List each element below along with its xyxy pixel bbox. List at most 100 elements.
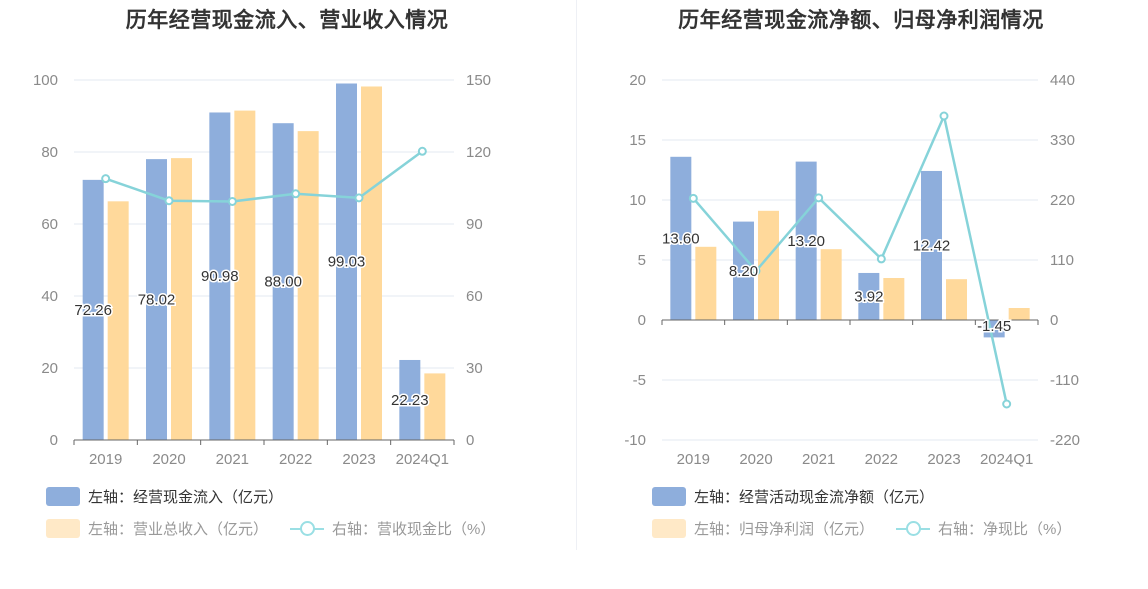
legend-label: 右轴：营收现金比（%）	[332, 521, 496, 538]
bar-data-label: 8.20	[729, 263, 758, 280]
x-tick-label: 2020	[739, 451, 772, 468]
y-left-tick-label: 100	[33, 72, 58, 89]
bar-data-label: 12.42	[913, 237, 951, 254]
bar-secondary	[946, 279, 967, 320]
y-left-tick-label: 0	[50, 432, 58, 449]
legend-row-1: 左轴：经营现金流入（亿元）	[46, 486, 283, 507]
y-right-tick-label: 120	[466, 144, 491, 161]
ratio-point	[814, 193, 824, 203]
x-tick-label: 2023	[342, 451, 375, 468]
legend-label: 左轴：营业总收入（亿元）	[88, 521, 269, 538]
x-tick-label: 2024Q1	[980, 451, 1033, 468]
bar-secondary	[695, 246, 717, 320]
y-right-tick-label: 150	[466, 72, 491, 89]
bar-secondary	[424, 373, 446, 440]
y-right-tick-label: -220	[1050, 432, 1080, 449]
bar-cash-inflow	[670, 156, 692, 320]
legend-label: 左轴：归母净利润（亿元）	[694, 521, 875, 538]
bar-data-label: 13.60	[662, 230, 700, 247]
y-right-tick-label: 110	[1050, 252, 1074, 269]
ratio-point	[417, 146, 427, 156]
ratio-point	[939, 111, 949, 121]
y-left-tick-label: 20	[41, 360, 58, 377]
left-chart-plot: 0 20 40 60 80 100 0 30 60 90 120 150 2019 2020 2021 202…	[33, 72, 491, 468]
bar-cash-inflow	[146, 159, 167, 441]
legend-swatch	[652, 487, 686, 506]
y-left-tick-label: 80	[41, 144, 58, 161]
legend-item[interactable]: 左轴：归母净利润（亿元）	[652, 518, 874, 539]
x-tick-label: 2019	[677, 451, 710, 468]
bar-data-label: -1.45	[977, 318, 1011, 335]
y-right-tick-label: 60	[466, 288, 483, 305]
legend-swatch	[46, 487, 80, 506]
y-left-tick-label: -5	[633, 372, 646, 389]
legend-row-2: 左轴：归母净利润（亿元） 右轴：净现比（%）	[652, 518, 1071, 539]
legend-swatch	[652, 519, 686, 538]
legend-row-2: 左轴：营业总收入（亿元） 右轴：营收现金比（%）	[46, 518, 495, 539]
y-left-tick-label: 10	[629, 192, 646, 209]
legend-label: 左轴：经营活动现金流净额（亿元）	[694, 489, 935, 506]
y-right-tick-label: 30	[466, 360, 483, 377]
bar-cash-inflow	[733, 221, 754, 320]
ratio-point	[688, 193, 698, 203]
legend-line-marker	[290, 519, 325, 538]
bar-data-label: 88.00	[264, 274, 302, 291]
chart-title: 历年经营现金流入、营业收入情况	[125, 9, 449, 32]
bar-cash-inflow	[921, 170, 942, 320]
x-tick-label: 2024Q1	[396, 451, 449, 468]
ratio-point	[101, 174, 111, 184]
ratio-point	[291, 189, 301, 199]
y-right-tick-label: 440	[1050, 72, 1075, 89]
y-right-tick-label: -110	[1050, 372, 1079, 389]
legend-item[interactable]: 左轴：经营现金流入（亿元）	[46, 486, 283, 507]
legend-row-1: 左轴：经营活动现金流净额（亿元）	[652, 486, 934, 507]
ratio-line	[692, 111, 1008, 405]
ratio-point	[1002, 399, 1012, 409]
x-tick-label: 2019	[89, 451, 122, 468]
bar-data-label: 90.98	[201, 268, 239, 285]
bar-secondary	[171, 158, 192, 440]
y-right-tick-label: 0	[466, 432, 474, 449]
bar-secondary	[297, 131, 319, 440]
bar-cash-inflow	[795, 161, 817, 320]
bar-data-label: 3.92	[854, 288, 883, 305]
x-tick-label: 2022	[865, 451, 898, 468]
bar-secondary	[883, 278, 905, 320]
legend-item[interactable]: 右轴：营收现金比（%）	[290, 518, 495, 539]
legend-swatch	[46, 519, 80, 538]
x-tick-label: 2021	[802, 451, 835, 468]
chart-title: 历年经营现金流净额、归母净利润情况	[678, 9, 1044, 32]
legend-item[interactable]: 右轴：净现比（%）	[896, 518, 1071, 539]
bar-cash-inflow	[82, 179, 104, 440]
bar-data-label: 99.03	[328, 254, 366, 271]
y-left-tick-label: 0	[638, 312, 646, 329]
x-tick-label: 2022	[279, 451, 312, 468]
ratio-point	[354, 193, 364, 203]
ratio-line	[105, 150, 424, 203]
x-tick-label: 2020	[152, 451, 185, 468]
legend-item[interactable]: 左轴：经营活动现金流净额（亿元）	[652, 486, 934, 507]
ratio-point	[227, 196, 237, 206]
y-left-tick-label: 60	[41, 216, 58, 233]
y-left-tick-label: 15	[629, 132, 646, 149]
y-left-tick-label: 5	[638, 252, 646, 269]
legend-label: 右轴：净现比（%）	[938, 521, 1072, 538]
y-right-tick-label: 220	[1050, 192, 1075, 209]
y-right-tick-label: 0	[1050, 312, 1058, 329]
y-left-tick-label: 20	[629, 72, 646, 89]
ratio-point	[751, 266, 761, 276]
y-right-tick-label: 330	[1050, 132, 1075, 149]
bar-data-label: 22.23	[391, 392, 429, 409]
bar-secondary	[234, 110, 256, 440]
legend-line-marker	[896, 519, 931, 538]
ratio-point	[876, 254, 886, 264]
y-right-tick-label: 90	[466, 216, 483, 233]
bar-secondary	[361, 86, 382, 440]
right-chart-plot: -10 -5 0 5 10 15 20 -220 -110 0 110 220 330 440 2019 20…	[624, 72, 1080, 468]
legend-label: 左轴：经营现金流入（亿元）	[88, 489, 284, 506]
x-tick-label: 2023	[927, 451, 960, 468]
legend-item[interactable]: 左轴：营业总收入（亿元）	[46, 518, 268, 539]
ratio-point	[164, 196, 174, 206]
bar-cash-inflow	[336, 83, 357, 440]
right-chart-panel: 历年经营现金流净额、归母净利润情况 -10 -5 0 5 10 15 20 -220 -110 0…	[574, 0, 1148, 589]
